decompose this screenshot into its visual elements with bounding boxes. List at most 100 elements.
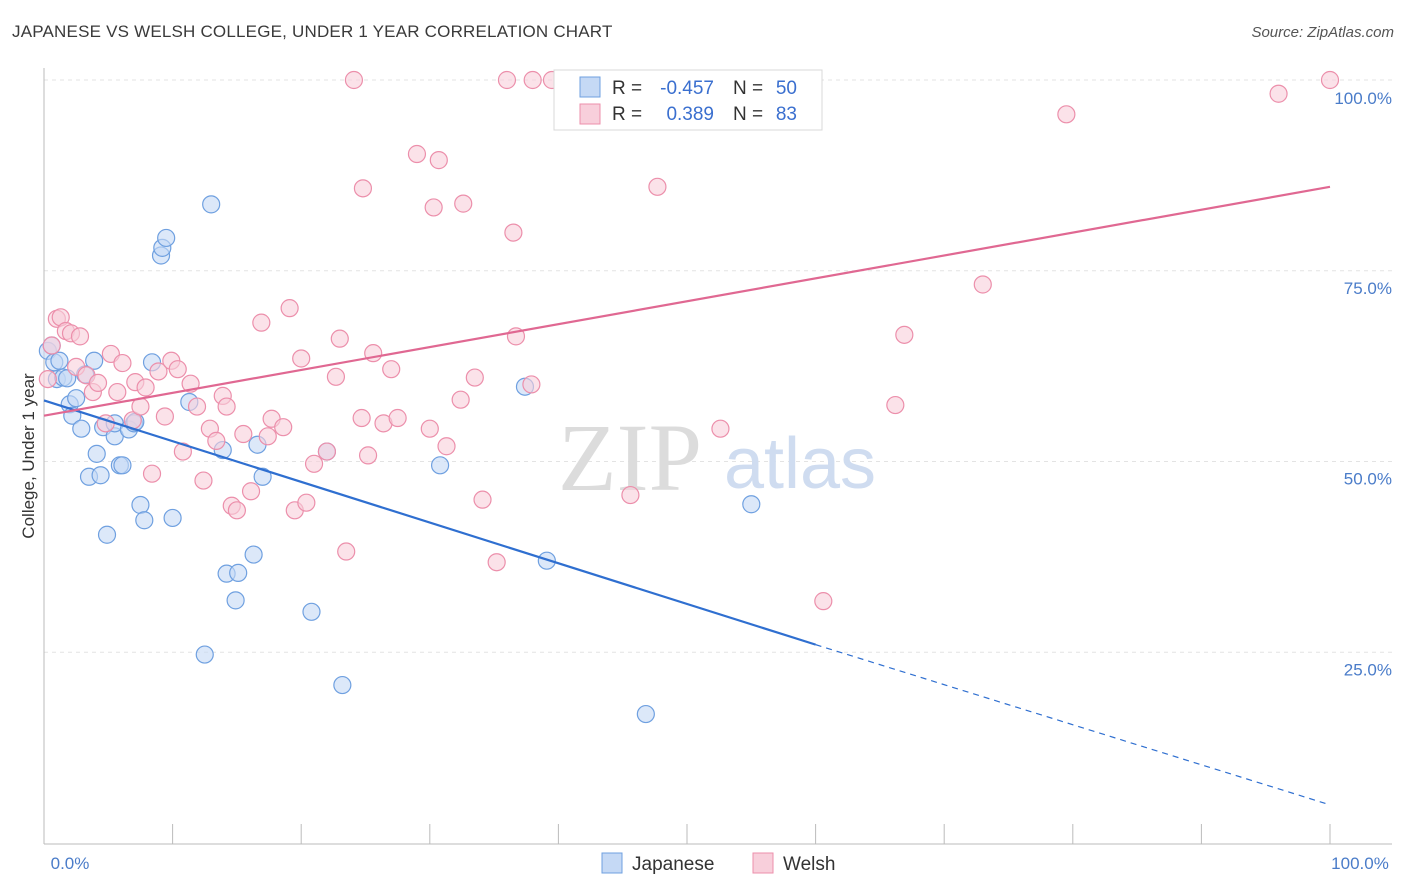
legend-r-label: R = — [612, 78, 642, 99]
point-welsh — [292, 349, 311, 368]
point-japanese — [742, 495, 761, 514]
gridlines — [44, 79, 1392, 653]
point-welsh — [234, 424, 253, 444]
legend-swatch-welsh — [579, 103, 601, 125]
point-welsh — [886, 395, 905, 415]
point-welsh — [429, 151, 448, 170]
scatter-points — [38, 70, 1340, 724]
point-welsh — [358, 446, 378, 465]
point-japanese — [229, 563, 248, 582]
x-tick-label: 100.0% — [1331, 854, 1389, 873]
point-japanese — [85, 351, 104, 370]
legend-label-japanese: Japanese — [632, 854, 714, 875]
series-legend: Japanese Welsh — [601, 852, 835, 875]
y-tick-label: 75.0% — [1344, 279, 1392, 298]
point-welsh — [1269, 84, 1288, 103]
point-japanese — [157, 228, 176, 248]
point-japanese — [67, 389, 86, 408]
point-welsh — [814, 592, 833, 611]
legend-n-japanese: 50 — [776, 78, 797, 99]
watermark-atlas: atlas — [724, 424, 876, 504]
point-welsh — [382, 360, 401, 379]
point-welsh — [473, 490, 492, 509]
y-axis-label: College, Under 1 year — [19, 373, 38, 539]
point-welsh — [227, 501, 246, 520]
x-tick-label: 0.0% — [51, 854, 90, 873]
point-welsh — [353, 179, 373, 198]
point-welsh — [424, 198, 443, 217]
point-welsh — [142, 464, 162, 483]
point-welsh — [155, 407, 174, 426]
point-japanese — [302, 602, 321, 621]
point-welsh — [407, 144, 427, 164]
y-tick-label: 25.0% — [1344, 660, 1392, 679]
point-japanese — [131, 495, 150, 515]
trend-line-extension-japanese — [815, 644, 1331, 806]
stats-legend: R = -0.457 N = 50 R = 0.389 N = 83 — [553, 69, 823, 131]
point-japanese — [244, 545, 263, 564]
legend-n-welsh: 83 — [776, 104, 797, 125]
point-welsh — [70, 327, 90, 346]
point-welsh — [88, 373, 108, 393]
point-welsh — [523, 70, 542, 90]
point-welsh — [252, 313, 271, 332]
chart-title: JAPANESE VS WELSH COLLEGE, UNDER 1 YEAR … — [12, 22, 613, 41]
point-japanese — [636, 704, 655, 724]
point-welsh — [522, 375, 541, 394]
y-tick-label: 100.0% — [1334, 89, 1392, 108]
point-welsh — [297, 493, 316, 512]
point-japanese — [113, 456, 132, 475]
point-welsh — [420, 419, 439, 438]
legend-r-welsh: 0.389 — [666, 104, 714, 125]
point-japanese — [97, 525, 117, 544]
trend-line-welsh — [43, 185, 1331, 417]
point-welsh — [149, 362, 168, 381]
legend-r-japanese: -0.457 — [660, 78, 714, 99]
point-welsh — [326, 367, 346, 386]
trend-line-japanese — [43, 399, 816, 646]
point-welsh — [711, 419, 730, 438]
point-welsh — [437, 437, 456, 456]
point-japanese — [72, 419, 91, 438]
point-welsh — [113, 353, 132, 373]
point-welsh — [344, 70, 364, 90]
point-japanese — [226, 591, 245, 610]
point-japanese — [333, 675, 352, 695]
point-welsh — [973, 275, 992, 294]
point-welsh — [388, 408, 407, 428]
point-welsh — [352, 408, 371, 428]
point-welsh — [504, 223, 523, 242]
point-welsh — [330, 329, 349, 348]
trend-lines — [43, 185, 1331, 806]
point-welsh — [194, 471, 213, 490]
point-welsh — [42, 336, 61, 355]
legend-swatch-japanese — [601, 852, 623, 874]
point-welsh — [280, 299, 299, 318]
point-welsh — [337, 542, 356, 561]
point-japanese — [87, 444, 106, 463]
point-welsh — [304, 454, 324, 473]
point-welsh — [136, 378, 155, 397]
point-welsh — [258, 427, 277, 446]
point-welsh — [451, 390, 470, 409]
point-japanese — [163, 508, 182, 528]
point-japanese — [50, 351, 69, 370]
point-welsh — [108, 382, 127, 402]
point-welsh — [621, 485, 640, 505]
legend-n-label: N = — [733, 104, 763, 125]
point-japanese — [430, 456, 450, 475]
axes — [43, 68, 1392, 845]
point-welsh — [1320, 70, 1340, 90]
point-japanese — [91, 466, 110, 485]
legend-swatch-welsh — [752, 852, 774, 874]
point-japanese — [202, 195, 221, 214]
point-welsh — [454, 194, 473, 213]
point-japanese — [253, 467, 272, 486]
point-welsh — [648, 177, 667, 196]
legend-label-welsh: Welsh — [783, 854, 835, 875]
y-tick-label: 50.0% — [1344, 470, 1392, 489]
point-welsh — [207, 431, 226, 450]
point-welsh — [497, 70, 517, 90]
point-welsh — [173, 442, 192, 461]
